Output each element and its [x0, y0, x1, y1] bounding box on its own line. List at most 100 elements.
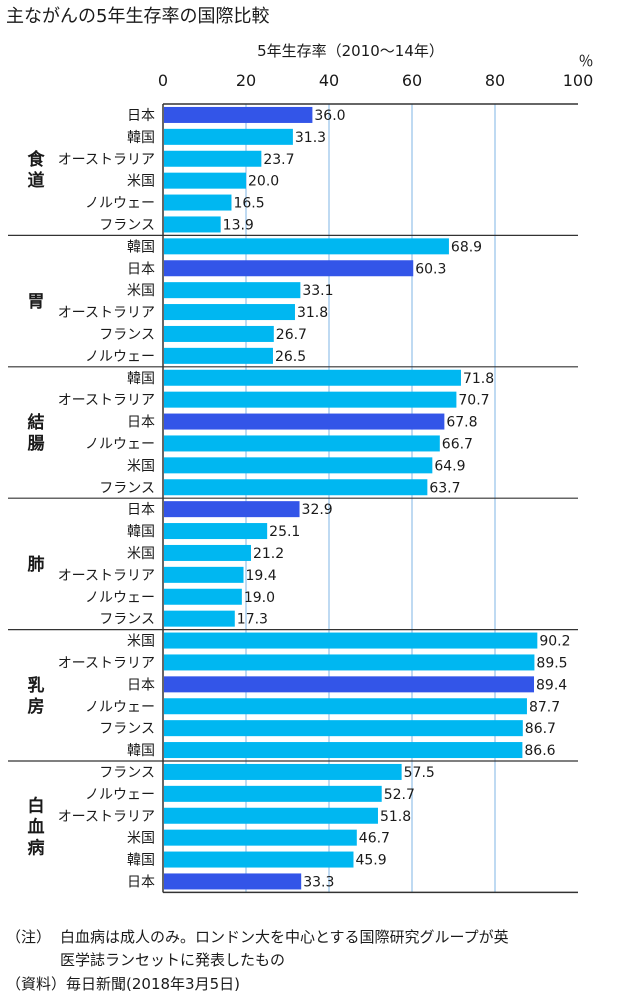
data-label: 13.9 [223, 217, 254, 233]
bar [164, 216, 221, 233]
category-label: 韓国 [127, 130, 155, 146]
data-label: 23.7 [263, 152, 294, 168]
category-label: オーストラリア [58, 568, 155, 584]
data-label: 46.7 [359, 831, 390, 847]
data-label: 20.0 [248, 174, 279, 190]
category-label: オーストラリア [58, 809, 155, 825]
group-label: 白 [28, 796, 45, 817]
category-label: 日本 [127, 874, 155, 890]
bar [164, 873, 302, 890]
x-tick-label: 0 [158, 71, 168, 90]
bar [164, 194, 232, 211]
category-label: 日本 [127, 677, 155, 693]
data-label: 31.3 [295, 130, 326, 146]
data-label: 70.7 [458, 393, 489, 409]
data-label: 16.5 [233, 196, 264, 212]
data-label: 33.1 [302, 283, 333, 299]
category-label: フランス [99, 327, 155, 343]
data-label: 32.9 [302, 502, 333, 518]
group-label: 道 [28, 170, 45, 191]
category-label: オーストラリア [58, 655, 155, 671]
category-label: 日本 [127, 415, 155, 431]
bar [164, 106, 313, 123]
data-label: 68.9 [451, 239, 482, 255]
data-label: 33.3 [303, 874, 334, 890]
note-line-1: 白血病は成人のみ。ロンドン大を中心とする国際研究グループが英 [60, 928, 509, 946]
data-label: 66.7 [442, 436, 473, 452]
category-label: 米国 [127, 831, 155, 847]
category-label: フランス [99, 765, 155, 781]
note-prefix: （注） [6, 928, 52, 946]
category-label: 韓国 [127, 524, 155, 540]
group-label: 胃 [28, 292, 45, 312]
unit-label: ％ [578, 52, 593, 70]
category-label: フランス [99, 612, 155, 628]
bar [164, 172, 246, 189]
category-label: 韓国 [127, 371, 155, 387]
data-label: 60.3 [415, 261, 446, 277]
data-label: 52.7 [384, 787, 415, 803]
bar [164, 807, 378, 824]
category-label: ノルウェー [85, 196, 155, 212]
group-label: 肺 [28, 555, 45, 575]
category-label: 米国 [127, 174, 155, 190]
bar [164, 632, 538, 649]
bar [164, 720, 523, 737]
data-label: 63.7 [429, 480, 460, 496]
category-label: オーストラリア [58, 393, 155, 409]
data-label: 21.2 [253, 546, 284, 562]
x-tick-label: 20 [236, 71, 256, 90]
data-label: 90.2 [539, 634, 570, 650]
group-label: 病 [28, 838, 45, 859]
bar [164, 304, 295, 321]
bar [164, 544, 251, 561]
bar [164, 413, 445, 430]
category-label: オーストラリア [58, 152, 155, 168]
category-label: フランス [99, 721, 155, 737]
data-label: 89.5 [536, 655, 567, 671]
group-label: 房 [28, 696, 45, 717]
data-label: 67.8 [446, 415, 477, 431]
x-tick-label: 60 [402, 71, 422, 90]
bar [164, 829, 357, 846]
bar [164, 282, 301, 299]
data-label: 17.3 [237, 612, 268, 628]
data-label: 86.7 [525, 721, 556, 737]
category-label: 韓国 [127, 853, 155, 869]
x-tick-label: 100 [563, 71, 594, 90]
data-label: 26.7 [276, 327, 307, 343]
bar [164, 479, 428, 496]
category-label: オーストラリア [58, 305, 155, 321]
bar [164, 654, 535, 671]
group-label: 乳 [28, 675, 45, 696]
x-tick-label: 80 [485, 71, 505, 90]
bar [164, 325, 274, 342]
bar [164, 260, 414, 277]
bar [164, 610, 235, 627]
bar [164, 523, 268, 540]
data-label: 25.1 [269, 524, 300, 540]
bar [164, 851, 354, 868]
category-label: 日本 [127, 502, 155, 518]
group-label: 食 [28, 149, 46, 170]
data-label: 19.0 [244, 590, 275, 606]
category-label: ノルウェー [85, 787, 155, 803]
x-axis-label: 5年生存率（2010〜14年） [257, 42, 444, 60]
group-label: 結 [28, 412, 45, 433]
data-label: 26.5 [275, 349, 306, 365]
data-label: 31.8 [297, 305, 328, 321]
category-label: 米国 [127, 546, 155, 562]
category-label: フランス [99, 480, 155, 496]
bar [164, 588, 242, 605]
category-label: 日本 [127, 261, 155, 277]
bar [164, 150, 262, 167]
data-label: 19.4 [246, 568, 277, 584]
data-label: 86.6 [524, 743, 555, 759]
group-label: 血 [28, 817, 45, 838]
category-label: 日本 [127, 108, 155, 124]
note-line-2: 医学誌ランセットに発表したもの [60, 951, 286, 969]
bar [164, 763, 402, 780]
chart-title: 主ながんの5年生存率の国際比較 [6, 6, 270, 27]
category-label: ノルウェー [85, 436, 155, 452]
